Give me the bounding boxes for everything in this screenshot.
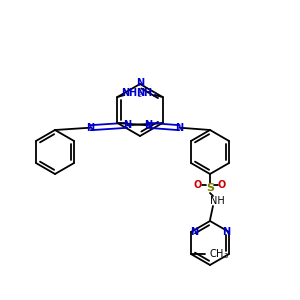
Text: N: N <box>136 78 144 88</box>
Text: CH$_3$: CH$_3$ <box>209 247 229 261</box>
Text: N: N <box>144 120 152 130</box>
Text: NH$_2$: NH$_2$ <box>121 86 142 100</box>
Text: N: N <box>222 227 230 237</box>
Text: N: N <box>123 120 131 130</box>
Text: S: S <box>206 183 214 193</box>
Text: NH$_2$: NH$_2$ <box>136 86 158 100</box>
Text: O: O <box>218 180 226 190</box>
Text: O: O <box>194 180 202 190</box>
Text: N: N <box>176 123 184 133</box>
Text: N: N <box>86 123 94 133</box>
Text: N: N <box>190 227 198 237</box>
Text: NH: NH <box>210 196 224 206</box>
